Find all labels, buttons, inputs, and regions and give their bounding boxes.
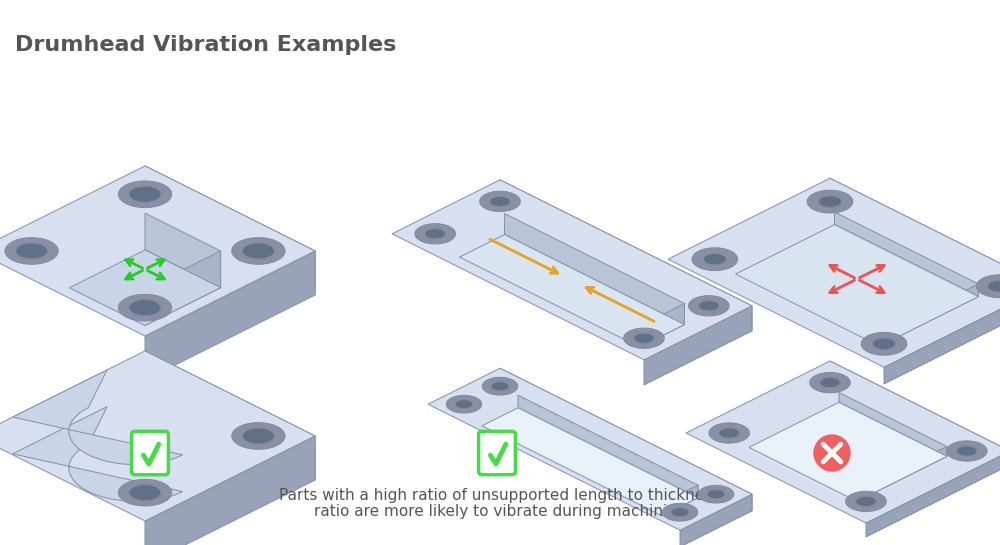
Polygon shape: [490, 196, 510, 207]
Polygon shape: [662, 485, 698, 516]
Polygon shape: [644, 306, 752, 385]
Polygon shape: [0, 166, 315, 336]
Polygon shape: [634, 333, 654, 343]
Polygon shape: [830, 178, 1000, 303]
Circle shape: [813, 434, 851, 472]
Polygon shape: [830, 361, 1000, 465]
Polygon shape: [118, 294, 172, 321]
Polygon shape: [810, 372, 850, 393]
Polygon shape: [118, 181, 172, 208]
Text: Parts with a high ratio of unsupported length to thickness: Parts with a high ratio of unsupported l…: [279, 488, 721, 503]
Polygon shape: [392, 180, 752, 360]
Polygon shape: [425, 229, 445, 239]
Polygon shape: [480, 191, 520, 211]
FancyBboxPatch shape: [132, 431, 168, 475]
Polygon shape: [0, 351, 315, 521]
FancyBboxPatch shape: [479, 431, 515, 475]
Polygon shape: [719, 428, 739, 438]
Polygon shape: [709, 423, 750, 443]
Text: ratio are more likely to vibrate during machining: ratio are more likely to vibrate during …: [314, 504, 686, 519]
Polygon shape: [482, 377, 518, 395]
Polygon shape: [846, 491, 886, 512]
Polygon shape: [688, 295, 729, 316]
Polygon shape: [749, 402, 947, 501]
Polygon shape: [415, 223, 456, 244]
Polygon shape: [699, 301, 719, 311]
Polygon shape: [16, 243, 48, 259]
Polygon shape: [232, 238, 285, 264]
Polygon shape: [668, 178, 1000, 367]
Polygon shape: [460, 234, 684, 347]
Polygon shape: [662, 503, 698, 521]
Polygon shape: [839, 392, 947, 456]
Polygon shape: [880, 284, 978, 346]
Polygon shape: [446, 395, 482, 413]
Polygon shape: [686, 361, 1000, 523]
Polygon shape: [820, 378, 840, 387]
Polygon shape: [819, 196, 841, 207]
Polygon shape: [145, 251, 221, 325]
Polygon shape: [703, 253, 726, 265]
Polygon shape: [856, 496, 876, 506]
Polygon shape: [866, 451, 1000, 537]
Polygon shape: [500, 368, 752, 511]
Polygon shape: [129, 485, 161, 501]
Polygon shape: [698, 485, 734, 503]
Polygon shape: [946, 441, 987, 461]
Polygon shape: [680, 494, 752, 545]
Polygon shape: [145, 251, 315, 380]
Polygon shape: [129, 186, 161, 202]
Polygon shape: [145, 213, 221, 288]
Polygon shape: [428, 368, 752, 530]
Polygon shape: [242, 243, 274, 259]
Polygon shape: [834, 212, 978, 296]
Polygon shape: [505, 214, 684, 325]
Polygon shape: [640, 304, 684, 347]
Polygon shape: [988, 281, 1000, 292]
Polygon shape: [455, 399, 473, 409]
Polygon shape: [861, 332, 907, 355]
Polygon shape: [807, 190, 853, 213]
Polygon shape: [736, 225, 978, 346]
Polygon shape: [624, 328, 664, 348]
Polygon shape: [957, 446, 977, 456]
Polygon shape: [873, 338, 895, 349]
Polygon shape: [242, 428, 274, 444]
Polygon shape: [518, 395, 698, 498]
Text: Drumhead Vibration Examples: Drumhead Vibration Examples: [15, 35, 396, 55]
Polygon shape: [482, 408, 698, 516]
Polygon shape: [692, 248, 738, 271]
Polygon shape: [884, 286, 1000, 384]
Polygon shape: [976, 275, 1000, 298]
Polygon shape: [857, 446, 947, 501]
Polygon shape: [145, 436, 315, 545]
Polygon shape: [145, 351, 315, 480]
Polygon shape: [13, 407, 183, 501]
Polygon shape: [707, 490, 725, 499]
Polygon shape: [232, 422, 285, 449]
Polygon shape: [145, 166, 315, 295]
Polygon shape: [5, 238, 58, 264]
Polygon shape: [69, 250, 221, 325]
Polygon shape: [671, 508, 689, 517]
Polygon shape: [491, 382, 509, 391]
Polygon shape: [13, 370, 183, 464]
Polygon shape: [118, 479, 172, 506]
Polygon shape: [500, 180, 752, 331]
Polygon shape: [129, 300, 161, 316]
